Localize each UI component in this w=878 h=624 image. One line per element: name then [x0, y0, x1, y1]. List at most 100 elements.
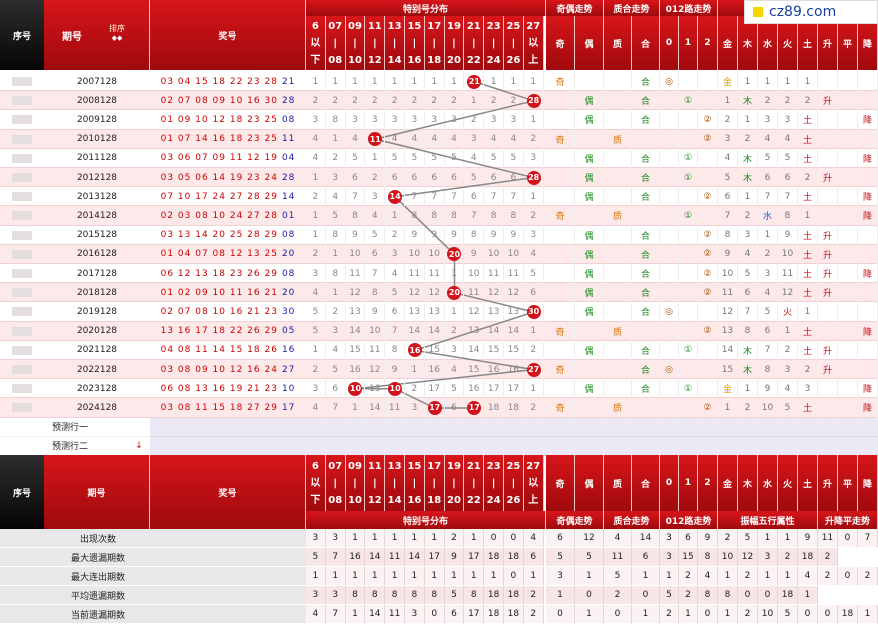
zone-miss-count: 4	[411, 134, 418, 145]
zone-cell: 5	[524, 264, 544, 284]
zone-cell: 20	[445, 283, 465, 303]
predict-grid-row2[interactable]	[150, 436, 878, 456]
predict-grid-row1[interactable]	[150, 417, 878, 437]
zone-miss-count: 2	[411, 383, 418, 394]
row-index-blur	[12, 153, 32, 163]
bottom-zone-header-10: 25 | 26	[504, 455, 524, 511]
zone-cell: 2	[306, 187, 326, 207]
zone-miss-count: 2	[312, 364, 319, 375]
row-index-blur	[12, 115, 32, 125]
zone-miss-count: 12	[468, 306, 480, 317]
zone-miss-count: 11	[487, 268, 500, 279]
trend-cell	[858, 91, 878, 111]
bottom-sub-header-14: 降	[858, 455, 878, 511]
stat-value: 8	[464, 586, 485, 605]
bottom-header-jiou: 奇偶走势	[546, 511, 604, 529]
zone-header-text: 12	[367, 54, 382, 66]
zone-miss-count: 3	[332, 326, 339, 337]
stat-value: 0	[546, 605, 575, 624]
main-numbers: 01 04 07 08 12 13 25	[160, 249, 278, 260]
stat-value: 5	[778, 605, 798, 624]
predict-row1[interactable]: 预测行一	[0, 417, 150, 437]
zone-cell: 5	[405, 148, 425, 168]
zone-miss-count: 6	[391, 172, 398, 183]
zone-miss-count: 16	[349, 364, 361, 375]
trend-cell: 4	[758, 283, 778, 303]
zone-miss-count: 4	[352, 134, 358, 145]
trend-cell	[546, 283, 575, 303]
stat-value: 0	[698, 605, 718, 624]
trend-cell	[838, 225, 858, 245]
sort-toggle[interactable]: 排序 ◆◆	[102, 22, 132, 42]
trend-cell	[838, 206, 858, 226]
bottom-sub-header-3: 合	[632, 455, 660, 511]
zone-header-text: |	[392, 477, 397, 489]
special-ball: 16	[407, 343, 422, 358]
special-number: 14	[281, 191, 296, 202]
zone-miss-count: 4	[451, 364, 457, 375]
trend-cell	[660, 244, 679, 264]
zone-cell: 14	[346, 321, 366, 341]
stat-value: 18	[504, 548, 524, 567]
zone-miss-count: 14	[369, 402, 381, 413]
trend-cell: 1	[758, 225, 778, 245]
zone-cell: 6	[524, 283, 544, 303]
zone-miss-count: 4	[391, 268, 398, 279]
bottom-header-jianghao: 奖号	[150, 455, 306, 529]
trend-cell: ①	[679, 340, 698, 360]
period-cell: 2022128	[76, 364, 118, 375]
zone-cell: 1	[445, 302, 465, 322]
row-index-blur	[12, 307, 32, 317]
trend-cell: 6	[758, 321, 778, 341]
trend-cell	[838, 187, 858, 207]
zone-header-text: 23	[486, 20, 501, 32]
zone-miss-count: 18	[487, 402, 500, 413]
period-cell: 2010128	[76, 134, 118, 145]
col-header-jianghao: 奖号	[150, 0, 306, 70]
zone-miss-count: 17	[428, 383, 440, 394]
stat-value: 2	[778, 548, 798, 567]
zone-miss-count: 2	[530, 210, 537, 221]
zone-header-text: |	[491, 477, 496, 489]
special-number: 20	[281, 249, 296, 260]
zone-miss-count: 3	[431, 114, 438, 125]
stat-value: 4	[604, 529, 632, 548]
zone-miss-count: 15	[428, 345, 440, 356]
stat-value: 10	[718, 548, 738, 567]
row-index-blur	[12, 384, 32, 394]
zone-header-text: 09	[348, 20, 362, 32]
zone-miss-count: 16	[507, 364, 520, 375]
zone-cell: 1	[445, 264, 465, 284]
zone-cell: 2	[425, 91, 445, 111]
zone-cell: 1	[306, 72, 326, 92]
predict-row2[interactable]: 预测行二	[0, 436, 150, 456]
special-number: 28	[281, 172, 296, 183]
zone-cell: 7	[425, 187, 445, 207]
zone-cell: 16	[464, 379, 485, 399]
predict-arrow-icon[interactable]: ↓	[135, 440, 143, 451]
stat-value: 6	[523, 548, 544, 567]
trend-cell	[858, 225, 878, 245]
zone-cell: 13	[464, 321, 485, 341]
zone-cell: 5	[326, 360, 346, 380]
zone-header-text: 13	[387, 460, 402, 472]
period-cell: 2020128	[76, 326, 118, 337]
draw-numbers: 01 02 09 10 11 16 21 20	[150, 283, 306, 302]
bottom-sub-header-13: 平	[838, 455, 858, 511]
trend-cell: ◎	[660, 302, 679, 322]
sub-header-13: 平	[838, 16, 858, 70]
bottom-zone-header-7: 19 | 20	[444, 455, 465, 511]
sort-arrows-icon[interactable]: ◆◆	[111, 33, 123, 42]
zone-cell: 6	[445, 398, 465, 418]
zone-header-text: 21	[466, 460, 481, 472]
zone-header-text: 6	[311, 460, 319, 472]
stat-value: 3	[660, 529, 679, 548]
sort-label[interactable]: 排序	[109, 23, 125, 33]
stat-value: 2	[738, 605, 758, 624]
zone-miss-count: 2	[490, 95, 497, 106]
stat-value: 5	[575, 548, 604, 567]
zone-cell: 1	[326, 72, 346, 92]
zone-miss-count: 7	[451, 191, 457, 202]
zone-miss-count: 2	[332, 153, 339, 164]
stat-value: 1	[325, 567, 346, 586]
